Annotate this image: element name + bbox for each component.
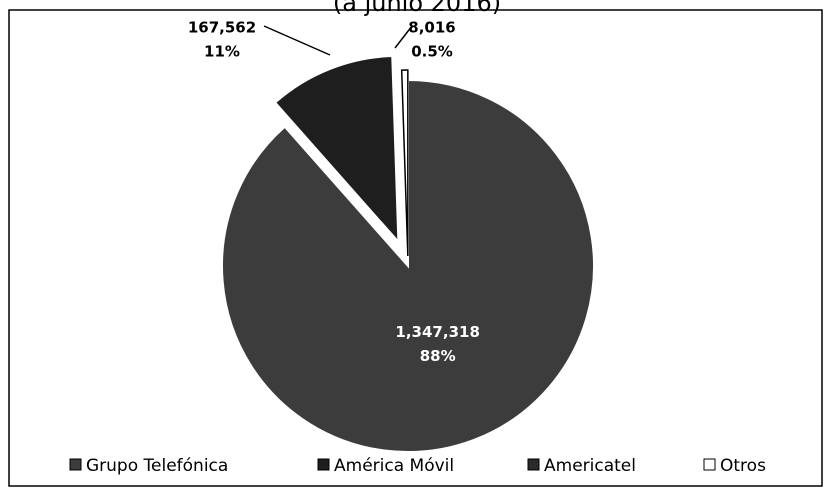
legend-label: América Móvil: [334, 456, 454, 476]
leader-line: [263, 25, 331, 56]
leader-line: [394, 25, 413, 49]
pie-slice: [273, 54, 400, 245]
value-label: 1,347,318: [395, 323, 479, 341]
legend-swatch: [317, 458, 330, 471]
chart-subtitle: (a junio 2016): [333, 0, 501, 17]
percent-label: 0.5%: [411, 43, 453, 61]
pie-slice: [221, 78, 595, 453]
legend-label: Grupo Telefónica: [86, 456, 228, 476]
legend-label: Otros: [720, 456, 766, 476]
legend-swatch: [69, 458, 82, 471]
legend-label: Americatel: [544, 456, 636, 476]
value-label: 167,562: [188, 19, 256, 37]
legend-swatch: [527, 458, 540, 471]
percent-label: 88%: [420, 347, 456, 365]
value-label: 8,016: [408, 19, 455, 37]
pie-slice: [400, 69, 409, 257]
legend-swatch: [703, 458, 716, 471]
percent-label: 11%: [204, 43, 240, 61]
